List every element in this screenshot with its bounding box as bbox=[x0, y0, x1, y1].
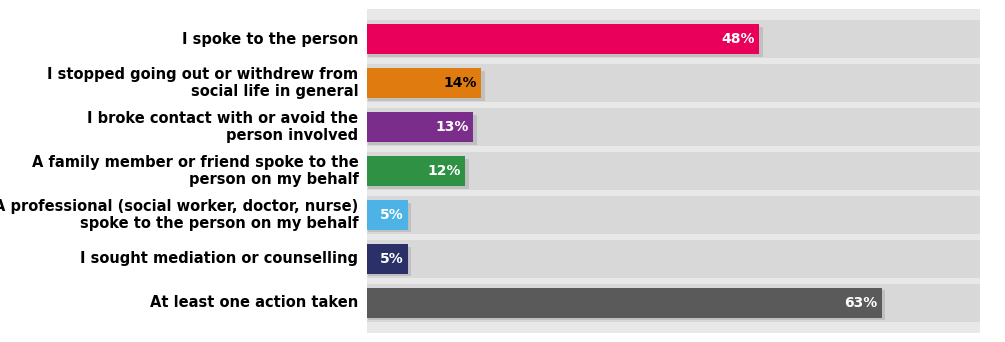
Bar bbox=[367, 112, 473, 142]
Bar bbox=[368, 202, 411, 233]
Bar bbox=[367, 288, 881, 318]
Text: 48%: 48% bbox=[722, 32, 755, 46]
Bar bbox=[367, 156, 465, 186]
Bar bbox=[367, 196, 980, 234]
Text: 5%: 5% bbox=[380, 208, 404, 222]
Text: 12%: 12% bbox=[427, 164, 461, 178]
Text: 14%: 14% bbox=[443, 76, 477, 90]
Bar bbox=[367, 240, 980, 278]
Bar bbox=[368, 290, 885, 320]
Bar bbox=[368, 27, 763, 57]
Bar bbox=[367, 21, 980, 58]
Bar bbox=[367, 284, 980, 321]
Bar bbox=[367, 152, 980, 190]
Text: 13%: 13% bbox=[435, 120, 469, 134]
Bar bbox=[367, 244, 408, 274]
Text: 63%: 63% bbox=[844, 296, 877, 310]
Bar bbox=[368, 159, 468, 188]
Text: 5%: 5% bbox=[380, 252, 404, 266]
Bar bbox=[368, 247, 411, 276]
Bar bbox=[367, 64, 980, 102]
Bar bbox=[367, 108, 980, 146]
Bar bbox=[367, 24, 759, 54]
Bar bbox=[368, 71, 485, 101]
Bar bbox=[367, 200, 408, 230]
Bar bbox=[368, 115, 476, 145]
Bar bbox=[367, 68, 481, 98]
